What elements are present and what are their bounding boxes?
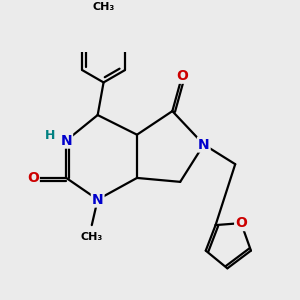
Text: N: N [198,137,210,152]
Text: O: O [176,69,188,83]
Text: N: N [92,193,103,206]
Text: O: O [27,171,39,185]
Text: N: N [60,134,72,148]
Text: O: O [235,216,247,230]
Text: CH₃: CH₃ [92,2,115,12]
Text: H: H [44,129,55,142]
Text: CH₃: CH₃ [81,232,103,242]
